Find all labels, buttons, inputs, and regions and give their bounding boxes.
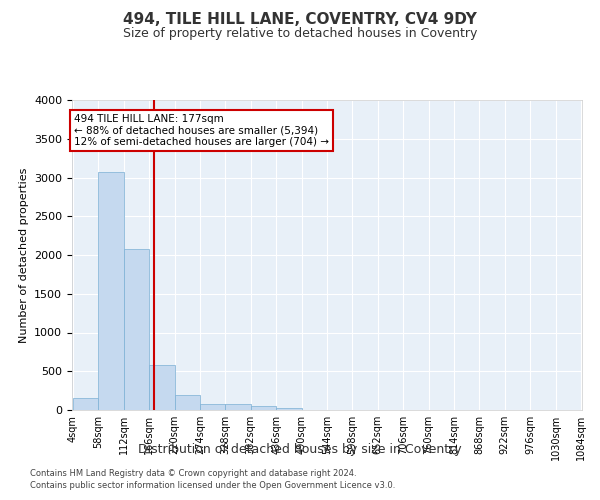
Bar: [124, 249, 149, 410]
Text: Contains HM Land Registry data © Crown copyright and database right 2024.: Contains HM Land Registry data © Crown c…: [30, 468, 356, 477]
Y-axis label: Number of detached properties: Number of detached properties: [19, 168, 29, 342]
Text: 494, TILE HILL LANE, COVENTRY, CV4 9DY: 494, TILE HILL LANE, COVENTRY, CV4 9DY: [123, 12, 477, 28]
Text: Contains public sector information licensed under the Open Government Licence v3: Contains public sector information licen…: [30, 481, 395, 490]
Text: Size of property relative to detached houses in Coventry: Size of property relative to detached ho…: [123, 28, 477, 40]
Bar: [276, 408, 302, 410]
Bar: [175, 394, 200, 410]
Bar: [200, 404, 226, 410]
Bar: [98, 172, 124, 410]
Bar: [149, 366, 175, 410]
Text: Distribution of detached houses by size in Coventry: Distribution of detached houses by size …: [138, 442, 462, 456]
Bar: [251, 406, 276, 410]
Text: 494 TILE HILL LANE: 177sqm
← 88% of detached houses are smaller (5,394)
12% of s: 494 TILE HILL LANE: 177sqm ← 88% of deta…: [74, 114, 329, 147]
Bar: [226, 404, 251, 410]
Bar: [73, 398, 98, 410]
